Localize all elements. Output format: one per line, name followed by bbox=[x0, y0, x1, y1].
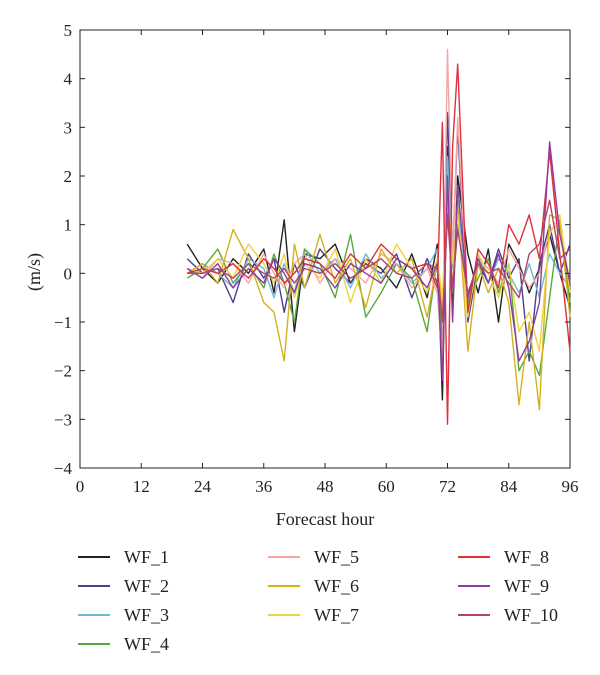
legend-label: WF_1 bbox=[124, 546, 169, 567]
legend-swatch bbox=[78, 614, 110, 616]
y-tick-label: −1 bbox=[54, 313, 72, 332]
legend-swatch bbox=[458, 556, 490, 558]
x-tick-label: 48 bbox=[317, 477, 334, 496]
x-tick-label: 60 bbox=[378, 477, 395, 496]
legend-label: WF_3 bbox=[124, 604, 169, 625]
x-tick-label: 96 bbox=[562, 477, 579, 496]
series-line-wf-7 bbox=[186, 189, 571, 352]
legend-swatch bbox=[78, 585, 110, 587]
legend: WF_1 WF_2 WF_3 WF_4 WF_5 WF_6 WF_7 WF_8 WF_9 WF_1… bbox=[78, 545, 598, 665]
y-tick-label: 4 bbox=[64, 70, 73, 89]
legend-label: WF_10 bbox=[504, 604, 558, 625]
legend-item: WF_9 bbox=[458, 574, 549, 598]
legend-item: WF_1 bbox=[78, 545, 169, 569]
legend-swatch bbox=[78, 643, 110, 645]
x-tick-label: 12 bbox=[133, 477, 150, 496]
x-tick-label: 84 bbox=[500, 477, 518, 496]
x-tick-label: 24 bbox=[194, 477, 212, 496]
legend-label: WF_2 bbox=[124, 575, 169, 596]
legend-label: WF_4 bbox=[124, 633, 169, 654]
legend-item: WF_2 bbox=[78, 574, 169, 598]
legend-item: WF_8 bbox=[458, 545, 549, 569]
y-tick-label: 1 bbox=[64, 216, 73, 235]
x-tick-label: 0 bbox=[76, 477, 85, 496]
x-tick-label: 72 bbox=[439, 477, 456, 496]
legend-item: WF_4 bbox=[78, 632, 169, 656]
y-tick-label: 2 bbox=[64, 167, 73, 186]
series-line-wf-3 bbox=[186, 155, 571, 333]
y-axis-label: (m/s) bbox=[24, 253, 45, 291]
series-layer bbox=[186, 48, 571, 425]
series-line-wf-9 bbox=[186, 141, 571, 382]
y-tick-label: −3 bbox=[54, 410, 72, 429]
legend-item: WF_7 bbox=[268, 603, 359, 627]
series-line-wf-10 bbox=[187, 199, 571, 323]
y-tick-label: −4 bbox=[54, 459, 73, 478]
y-tick-label: 0 bbox=[64, 264, 73, 283]
legend-swatch bbox=[268, 556, 300, 558]
y-tick-label: −2 bbox=[54, 362, 72, 381]
legend-label: WF_6 bbox=[314, 575, 359, 596]
series-line-wf-2 bbox=[186, 111, 571, 362]
legend-swatch bbox=[78, 556, 110, 558]
legend-label: WF_5 bbox=[314, 546, 359, 567]
y-tick-label: 5 bbox=[64, 21, 73, 40]
series-line-wf-6 bbox=[186, 194, 571, 411]
y-axis: −4 −3 −2 −1 0 1 2 3 4 5 bbox=[54, 21, 570, 478]
legend-label: WF_7 bbox=[314, 604, 359, 625]
legend-item: WF_6 bbox=[268, 574, 359, 598]
legend-label: WF_8 bbox=[504, 546, 549, 567]
legend-label: WF_9 bbox=[504, 575, 549, 596]
legend-item: WF_3 bbox=[78, 603, 169, 627]
legend-item: WF_5 bbox=[268, 545, 359, 569]
legend-swatch bbox=[458, 585, 490, 587]
x-axis-label: Forecast hour bbox=[276, 509, 374, 529]
x-tick-label: 36 bbox=[255, 477, 272, 496]
y-tick-label: 3 bbox=[64, 118, 73, 137]
legend-swatch bbox=[458, 614, 490, 616]
series-line-wf-8 bbox=[186, 63, 571, 425]
legend-item: WF_10 bbox=[458, 603, 558, 627]
x-axis: 0 12 24 36 48 60 72 84 96 bbox=[76, 30, 579, 496]
legend-swatch bbox=[268, 614, 300, 616]
legend-swatch bbox=[268, 585, 300, 587]
